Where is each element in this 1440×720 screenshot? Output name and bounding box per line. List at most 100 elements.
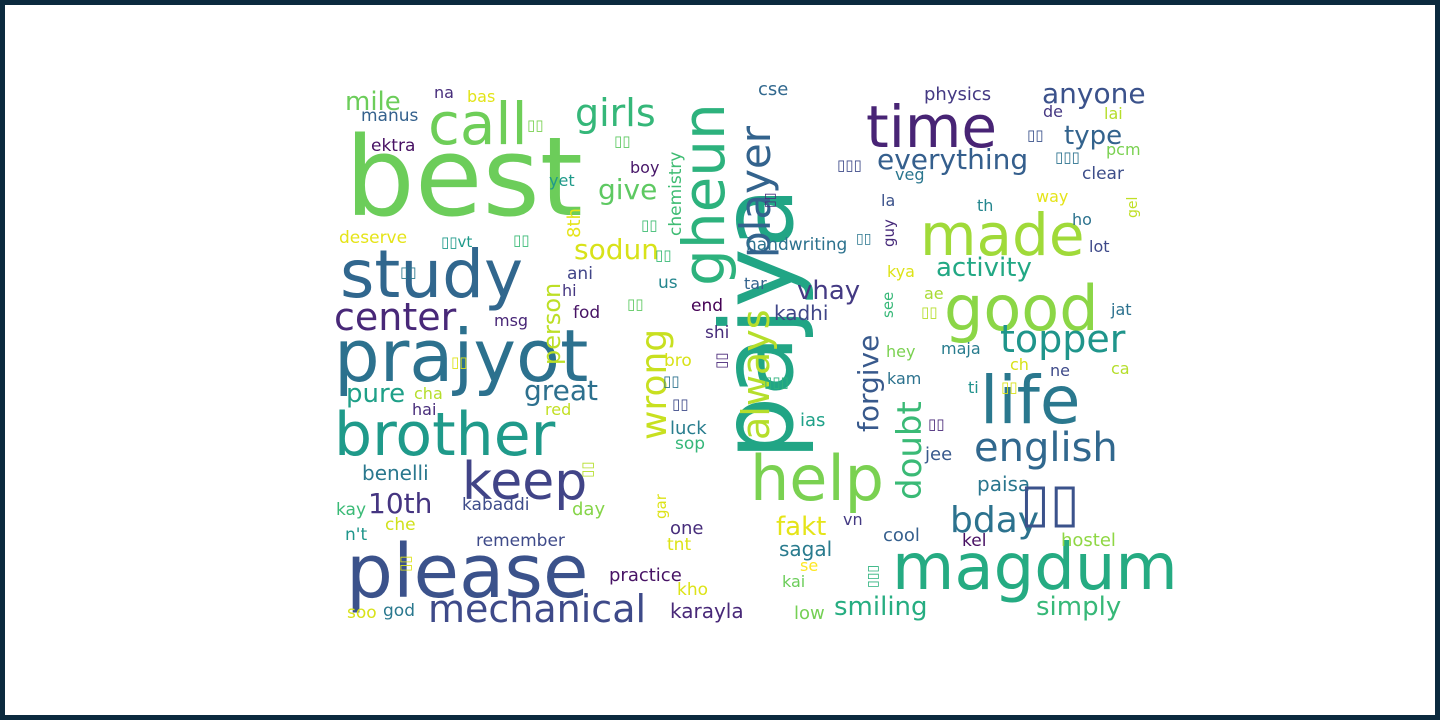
word-red: red: [545, 400, 572, 419]
word-type: type: [1064, 121, 1123, 151]
word-jee: jee: [925, 444, 953, 465]
word-tofu-12: ▯▯: [856, 231, 872, 247]
word-10th: 10th: [368, 487, 433, 520]
word-kho: kho: [677, 580, 709, 600]
word-ias: ias: [800, 410, 826, 431]
word-day: day: [572, 499, 606, 520]
word-god: god: [383, 601, 415, 621]
word-kya: kya: [887, 262, 915, 281]
word-tofu-01: ▯▯: [527, 116, 544, 134]
word-brother: brother: [334, 400, 556, 470]
word-everything: everything: [877, 143, 1029, 176]
word-lot: lot: [1089, 237, 1110, 256]
word-practice: practice: [609, 565, 682, 586]
word-tofu-21: ▯▯▯: [865, 564, 881, 588]
word-cool: cool: [883, 525, 920, 546]
word-prajyot: prajyot: [334, 314, 589, 398]
word-girls: girls: [575, 91, 656, 135]
word-remember: remember: [476, 531, 565, 551]
word-simply: simply: [1036, 592, 1122, 622]
word-mile: mile: [345, 87, 401, 117]
word-tofu-03: ▯▯: [578, 461, 596, 478]
word-kai: kai: [782, 572, 806, 591]
word-see: see: [879, 291, 897, 318]
word-tofu-15: ▯▯: [921, 303, 938, 321]
word-center: center: [334, 295, 457, 339]
word-magdum: magdum: [892, 531, 1178, 605]
word-kadhi: kadhi: [774, 301, 829, 325]
word-tofu-13: ▯▯▯: [764, 373, 789, 391]
word-cse: cse: [758, 79, 789, 100]
word-msg: msg: [494, 311, 529, 330]
word-tofu-11: ▯▯: [762, 192, 778, 208]
word-hey: hey: [886, 342, 916, 361]
word-kel: kel: [962, 531, 987, 551]
word-deserve: deserve: [339, 228, 408, 248]
word-low: low: [794, 603, 825, 624]
word-ae: ae: [924, 284, 944, 303]
word-tnt: tnt: [667, 535, 692, 555]
word-manus: manus: [361, 106, 419, 126]
word-give: give: [598, 173, 658, 206]
word-tofu-19: ▯▯▯: [1055, 148, 1080, 166]
word-clear: clear: [1082, 164, 1124, 184]
word-sodun: sodun: [574, 233, 659, 266]
word-fakt: fakt: [776, 512, 827, 542]
word-vhay: vhay: [797, 276, 861, 306]
word-th: th: [977, 196, 994, 215]
word-tofu-09: ▯▯: [451, 353, 468, 371]
word-pure: pure: [346, 379, 406, 409]
word-ch: ch: [1010, 355, 1029, 374]
word-forgive: forgive: [852, 334, 885, 432]
word-tofu-17: ▯▯: [1027, 126, 1044, 144]
word-ani: ani: [567, 264, 593, 284]
word-ti: ti: [968, 378, 979, 397]
word-sagal: sagal: [779, 537, 833, 561]
word-maja: maja: [941, 339, 981, 358]
word-tofu-08: ▯▯: [627, 295, 644, 313]
word-luck: luck: [670, 418, 707, 439]
word-tofu-05: ▯▯: [641, 216, 658, 234]
word-tofu-14: ▯▯: [663, 372, 680, 390]
word-tofu-23: ▯▯: [396, 555, 414, 572]
word-kay: kay: [336, 500, 367, 520]
word-great: great: [524, 374, 599, 407]
word-person: person: [538, 282, 566, 365]
word-anyone: anyone: [1042, 77, 1146, 110]
word-call: call: [428, 90, 528, 158]
word-se: se: [800, 556, 819, 575]
word-doubt: doubt: [890, 401, 930, 500]
word-end: end: [691, 296, 724, 316]
word-ho: ho: [1072, 210, 1092, 229]
word-bday: bday: [950, 500, 1040, 541]
word-topper: topper: [1000, 317, 1126, 361]
word-boy: boy: [630, 158, 660, 177]
word-hostel: hostel: [1061, 530, 1116, 551]
word-handwriting: handwriting: [746, 235, 848, 255]
word-tofu-07: ▯▯: [400, 263, 417, 281]
word-karayla: karayla: [670, 599, 744, 623]
word-good: good: [944, 272, 1099, 345]
word-guy: guy: [880, 219, 898, 247]
word-tofu-06: ▯▯: [513, 231, 530, 249]
word-bas: bas: [467, 87, 496, 106]
word-na: na: [434, 83, 454, 102]
word-pcm: pcm: [1106, 140, 1141, 159]
word-la: la: [881, 191, 896, 210]
word-tofu-22: ▯▯: [672, 395, 689, 413]
word-help: help: [750, 442, 885, 515]
word-made: made: [920, 201, 1085, 269]
word-jat: jat: [1111, 300, 1132, 319]
word-life: life: [980, 362, 1081, 439]
word-tofu-vt: ▯▯vt: [441, 233, 473, 251]
word-tofu-large: ▯▯: [1020, 471, 1080, 534]
word-de: de: [1043, 102, 1063, 121]
word-benelli: benelli: [362, 461, 429, 485]
word-soo: soo: [347, 603, 377, 623]
word-lai: lai: [1104, 104, 1123, 123]
word-gel: gel: [1125, 196, 1141, 218]
word-smiling: smiling: [834, 592, 928, 622]
word-ektra: ektra: [371, 136, 416, 156]
word-chemistry: chemistry: [666, 151, 686, 236]
